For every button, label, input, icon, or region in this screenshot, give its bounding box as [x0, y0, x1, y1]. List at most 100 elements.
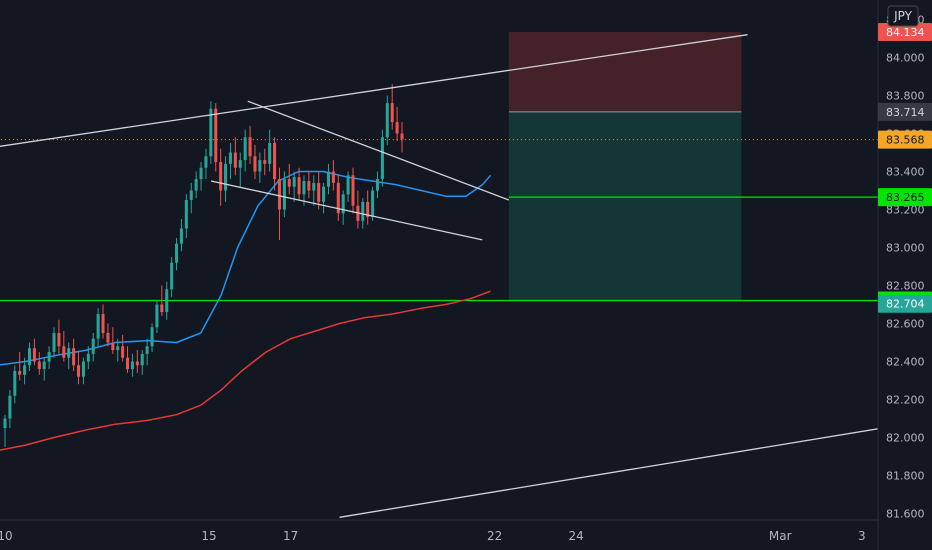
- price-label-box: [878, 130, 932, 149]
- candle-body: [76, 365, 81, 377]
- x-tick-label: 15: [201, 529, 216, 543]
- candle-body: [32, 348, 36, 362]
- trendline-4: [339, 419, 932, 518]
- candle: [336, 175, 340, 221]
- candle: [317, 171, 321, 210]
- candle: [287, 163, 291, 195]
- candle: [268, 129, 272, 172]
- candle: [189, 182, 193, 214]
- candle: [263, 148, 267, 176]
- candle-body: [204, 156, 208, 168]
- candle: [400, 122, 404, 153]
- candle: [199, 162, 203, 191]
- candle-body: [23, 365, 27, 375]
- candle-body: [37, 361, 41, 370]
- candle-body: [62, 346, 66, 358]
- candle-body: [253, 156, 257, 172]
- candle-body: [160, 304, 164, 313]
- candle-body: [395, 122, 399, 134]
- candle-body: [307, 181, 311, 191]
- candle: [179, 219, 183, 252]
- candle-body: [135, 361, 139, 366]
- price-label-text: 84.134: [886, 26, 925, 39]
- candle-body: [96, 314, 100, 339]
- y-tick-label: 81.800: [886, 470, 925, 483]
- price-label-box: [878, 294, 932, 313]
- candle: [86, 346, 90, 370]
- candle-body: [165, 289, 169, 313]
- candle-body: [361, 201, 365, 221]
- y-tick-label: 82.000: [886, 432, 925, 445]
- candle: [219, 148, 223, 206]
- candle: [209, 101, 213, 164]
- candle: [175, 238, 179, 271]
- candle-body: [282, 179, 286, 210]
- candle-body: [116, 346, 120, 351]
- candle-body: [214, 108, 218, 162]
- candle: [204, 148, 208, 180]
- candle-body: [175, 243, 179, 263]
- candle-body: [101, 314, 105, 333]
- y-axis: 84.20084.00083.80083.60083.40083.20083.0…: [877, 0, 932, 550]
- candle: [243, 129, 247, 172]
- currency-badge[interactable]: JPY: [887, 5, 919, 27]
- y-tick-label: 83.000: [886, 242, 925, 255]
- x-tick-label: 10: [0, 529, 13, 543]
- candle: [165, 281, 169, 320]
- candle-body: [150, 327, 154, 347]
- candle-body: [130, 361, 134, 370]
- candle: [160, 285, 164, 316]
- candle: [277, 167, 281, 240]
- candle: [155, 300, 159, 333]
- x-axis: 10 15 17 22 24 Mar 3: [0, 519, 878, 550]
- candle: [23, 357, 27, 385]
- candle-body: [3, 418, 7, 428]
- candle-body: [140, 353, 144, 366]
- y-tick-label: 83.800: [886, 90, 925, 103]
- candle-body: [13, 371, 17, 396]
- candle: [47, 346, 51, 370]
- candle: [375, 171, 380, 199]
- y-tick-label: 82.400: [886, 356, 925, 369]
- candle-body: [263, 160, 267, 164]
- trendline-2: [247, 100, 510, 201]
- candle-body: [209, 108, 213, 157]
- candle-body: [18, 371, 22, 375]
- candle: [126, 346, 130, 373]
- candle-body: [238, 160, 242, 168]
- candle-body: [194, 179, 198, 191]
- candle: [67, 342, 71, 370]
- candle-body: [57, 333, 61, 347]
- candle-body: [277, 179, 281, 210]
- x-tick-label: 22: [487, 529, 502, 543]
- candle: [326, 163, 331, 195]
- candle: [135, 350, 139, 373]
- candle-body: [243, 137, 247, 161]
- candle: [96, 308, 100, 347]
- price-label: 82.704: [878, 294, 932, 313]
- trendlines: [0, 34, 932, 518]
- candle: [253, 144, 257, 180]
- candle-body: [179, 228, 183, 244]
- price-label: 83.568: [878, 130, 932, 149]
- candle: [341, 190, 345, 225]
- candle-body: [8, 395, 12, 419]
- price-label-box: [878, 188, 932, 207]
- candle: [273, 137, 277, 191]
- candle-body: [233, 152, 237, 168]
- candle-body: [199, 167, 203, 180]
- candle-body: [366, 201, 370, 218]
- candle: [312, 175, 316, 206]
- trendline-3: [210, 180, 483, 241]
- candle-body: [106, 333, 110, 343]
- candle: [390, 84, 394, 130]
- candle: [27, 342, 32, 371]
- candle-body: [52, 333, 56, 352]
- candle: [331, 160, 335, 191]
- candle: [297, 167, 301, 200]
- candle-body: [72, 348, 76, 366]
- candle: [395, 106, 399, 142]
- candle: [62, 331, 66, 362]
